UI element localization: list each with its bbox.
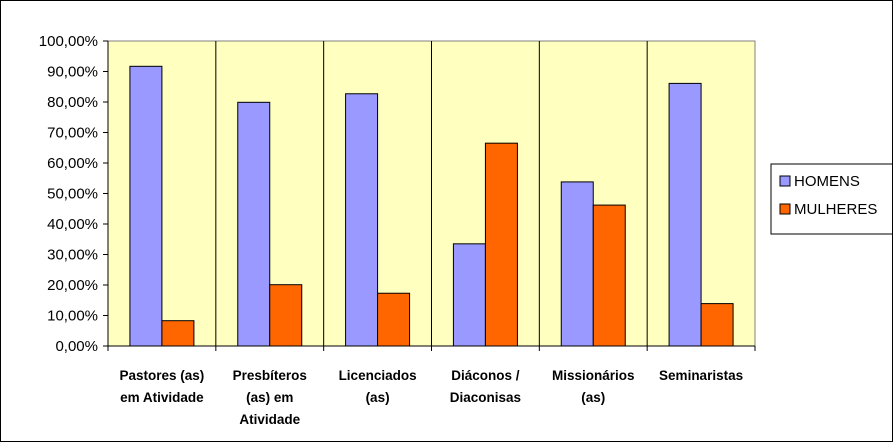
bar-mulheres-1 (269, 284, 303, 347)
y-tick-label: 80,00% (47, 94, 98, 111)
x-category-label: Missionários (552, 368, 635, 383)
legend-swatch-mulheres (779, 203, 791, 215)
x-category-label: (as) em (246, 390, 293, 405)
x-category-label: (as) (366, 390, 390, 405)
x-category-label: Atividade (239, 412, 300, 427)
y-tick-label: 20,00% (47, 277, 98, 294)
x-category-label: em Atividade (120, 390, 204, 405)
y-tick-label: 0,00% (55, 338, 98, 355)
x-category-label: Diaconisas (450, 390, 521, 405)
bar-mulheres-3 (484, 142, 518, 347)
legend-label-homens: HOMENS (794, 173, 860, 190)
x-category-label: Presbíteros (233, 368, 307, 383)
bar-homens-3 (452, 243, 486, 347)
y-tick-label: 90,00% (47, 64, 98, 81)
legend-swatch-homens (779, 175, 791, 187)
bar-homens-0 (129, 65, 163, 347)
bar-mulheres-5 (700, 303, 734, 347)
x-category-label: Diáconos / (451, 368, 520, 383)
x-category-label: Licenciados (339, 368, 417, 383)
bar-mulheres-2 (377, 292, 411, 347)
legend-label-mulheres: MULHERES (794, 201, 877, 218)
legend-box (770, 163, 892, 235)
y-tick-label: 70,00% (47, 125, 98, 142)
bar-homens-2 (345, 93, 379, 347)
y-tick-label: 30,00% (47, 247, 98, 264)
y-tick-label: 10,00% (47, 308, 98, 325)
bar-mulheres-4 (592, 204, 626, 347)
y-tick-label: 50,00% (47, 186, 98, 203)
y-tick-label: 60,00% (47, 155, 98, 172)
x-category-label: (as) (581, 390, 605, 405)
x-category-label: Seminaristas (659, 368, 743, 383)
bar-homens-1 (237, 101, 271, 347)
y-tick-label: 40,00% (47, 216, 98, 233)
bar-mulheres-0 (161, 320, 195, 347)
x-category-label: Pastores (as) (120, 368, 205, 383)
bar-homens-5 (668, 82, 702, 347)
bar-homens-4 (560, 181, 594, 347)
y-tick-label: 100,00% (39, 33, 98, 50)
legend: HOMENS MULHERES (770, 163, 892, 235)
